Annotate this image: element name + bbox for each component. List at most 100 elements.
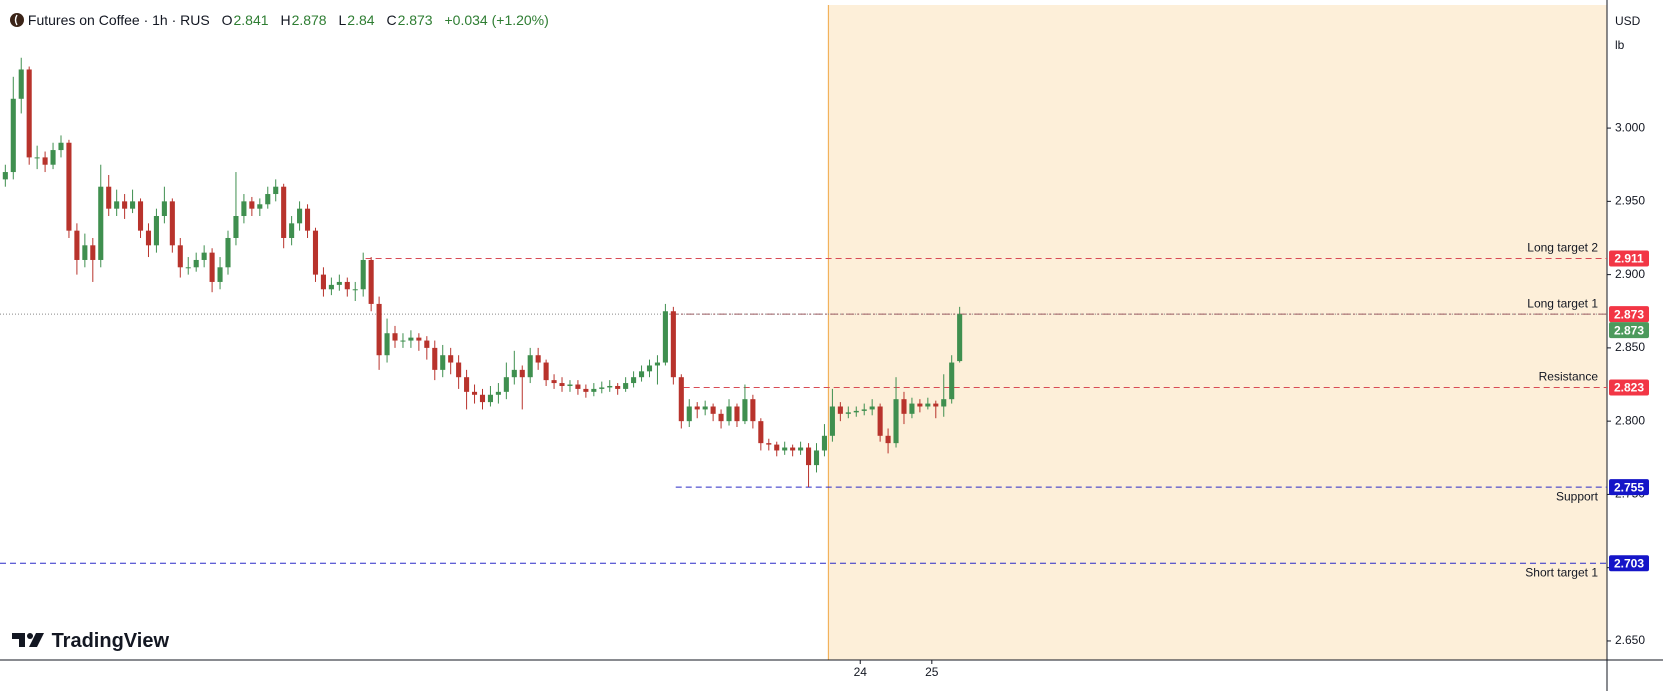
candle-body <box>623 383 629 389</box>
candle-body <box>893 399 899 444</box>
candle-body <box>185 267 191 269</box>
brand-logo: TradingView <box>12 630 169 653</box>
candle-body <box>50 150 56 165</box>
candle-body <box>551 380 557 384</box>
candle-body <box>615 385 621 389</box>
last-price-tag <box>1609 322 1649 339</box>
ohlc-value: 2.841 <box>233 12 269 28</box>
candle-body <box>654 362 660 366</box>
candle-body <box>527 355 533 378</box>
candle-body <box>941 399 947 407</box>
brand-name: TradingView <box>51 630 170 652</box>
candle-body <box>368 259 374 304</box>
candle-body <box>758 421 764 444</box>
level-label: Long target 1 <box>1527 296 1598 310</box>
level-label: Short target 1 <box>1525 565 1598 579</box>
level-label: Resistance <box>1539 370 1599 384</box>
change: +0.034 (+1.20%) <box>444 12 549 28</box>
candle-body <box>638 371 645 378</box>
candle-body <box>742 399 748 422</box>
candle-body <box>957 314 963 362</box>
candle-body <box>519 369 525 378</box>
candle-body <box>734 406 740 422</box>
candle-body <box>686 406 692 422</box>
candle-body <box>106 186 112 209</box>
level-tag <box>1609 379 1649 396</box>
ohlc-key: H <box>280 12 291 28</box>
level-tag-label: 2.823 <box>1614 381 1644 395</box>
candle-body <box>487 394 493 403</box>
candle-body <box>607 385 613 388</box>
candle-body <box>782 447 788 451</box>
level-tag-label: 2.703 <box>1614 556 1644 570</box>
candle-body <box>670 311 676 378</box>
candle-body <box>646 365 653 372</box>
ohlc-value: 2.84 <box>347 12 375 28</box>
level-tag-label: 2.911 <box>1614 252 1644 266</box>
candle-body <box>130 201 136 209</box>
candle-body <box>265 194 271 205</box>
candle-body <box>790 447 796 451</box>
level-tag <box>1609 250 1649 267</box>
symbol-icon <box>10 13 24 27</box>
candle-body <box>885 435 891 444</box>
y-tick-label: 2.850 <box>1615 340 1645 354</box>
candle-body <box>631 377 637 384</box>
candle-body <box>90 245 96 260</box>
candle-body <box>495 391 501 395</box>
candle-body <box>798 447 804 451</box>
candle-body <box>376 303 382 356</box>
ohlc-value: 2.878 <box>291 12 327 28</box>
candle-body <box>114 201 120 209</box>
ohlc-value: 2.873 <box>397 12 433 28</box>
candle-body <box>122 201 128 209</box>
candle-body <box>336 281 342 285</box>
candle-body <box>145 230 152 246</box>
candle-body <box>678 377 684 422</box>
candle-body <box>416 337 422 341</box>
candle-body <box>917 403 923 407</box>
candle-body <box>599 387 605 389</box>
x-tick-label: 24 <box>854 665 868 679</box>
candle-body <box>281 186 287 238</box>
candle-body <box>901 399 907 414</box>
candle-body <box>304 208 311 231</box>
candle-body <box>18 69 24 99</box>
candle-body <box>153 216 159 246</box>
candle-body <box>408 337 414 341</box>
candle-body <box>201 252 207 260</box>
y-tick-label: 2.950 <box>1615 194 1645 208</box>
candle-body <box>233 216 239 238</box>
candle-body <box>98 186 104 260</box>
candle-body <box>344 281 350 290</box>
y-tick-label: 2.900 <box>1615 267 1645 281</box>
x-tick-label: 25 <box>925 665 939 679</box>
candle-body <box>10 98 16 173</box>
candle-body <box>384 333 390 356</box>
candle-body <box>392 333 398 341</box>
candle-body <box>82 245 88 260</box>
candle-body <box>877 406 883 436</box>
candle-body <box>26 69 32 158</box>
candle-body <box>853 410 859 413</box>
level-tag <box>1609 306 1649 323</box>
ohlc-key: C <box>386 12 397 28</box>
ohlc-key: O <box>221 12 233 28</box>
candle-body <box>58 142 64 151</box>
candle-body <box>471 391 478 395</box>
candle-body <box>861 409 867 411</box>
candle-body <box>694 406 700 410</box>
candle-body <box>360 259 366 290</box>
candle-body <box>933 403 939 407</box>
level-tag-label: 2.873 <box>1614 307 1644 321</box>
candle-body <box>320 274 326 290</box>
last-price-tag-label: 2.873 <box>1614 323 1644 337</box>
candle-body <box>559 383 565 386</box>
candle-body <box>161 201 167 217</box>
candle-body <box>241 201 247 217</box>
level-label: Long target 2 <box>1527 241 1598 255</box>
candle-body <box>925 403 931 407</box>
candle-body <box>424 340 430 348</box>
candle-body <box>273 186 279 195</box>
